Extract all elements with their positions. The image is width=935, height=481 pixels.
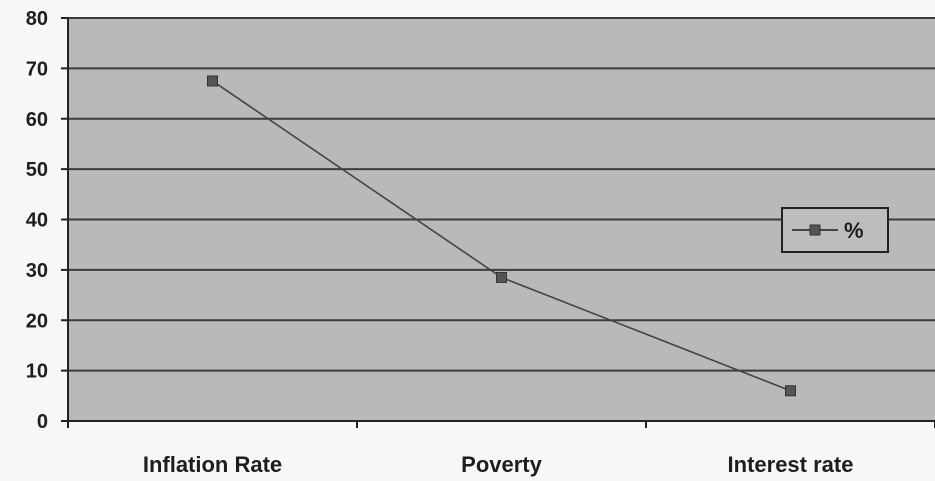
x-category-label-0: Inflation Rate (143, 452, 282, 477)
y-tick-label-30: 30 (26, 260, 48, 282)
y-tick-label-10: 10 (26, 361, 48, 383)
data-point-0-0 (207, 75, 218, 87)
series-group (207, 75, 796, 397)
legend: % (781, 207, 889, 253)
y-tick-label-40: 40 (26, 210, 48, 232)
y-tick-label-80: 80 (26, 8, 48, 30)
legend-entry-label: % (844, 218, 864, 243)
x-category-label-1: Poverty (461, 452, 542, 477)
legend-marker-swatch (809, 224, 821, 236)
y-tick-label-70: 70 (26, 58, 48, 80)
y-axis-tick-labels: 0 10 20 30 40 50 60 70 80 (26, 8, 48, 433)
data-point-0-1 (496, 271, 507, 283)
y-tick-label-50: 50 (26, 159, 48, 181)
gridlines (68, 17, 935, 372)
x-axis-category-labels: Inflation Rate Poverty Interest rate (143, 452, 854, 477)
x-category-label-2: Interest rate (728, 452, 854, 477)
y-tick-label-0: 0 (37, 411, 48, 433)
y-tick-label-60: 60 (26, 109, 48, 131)
axes (61, 17, 935, 428)
data-point-0-2 (785, 385, 796, 397)
y-tick-label-20: 20 (26, 310, 48, 332)
